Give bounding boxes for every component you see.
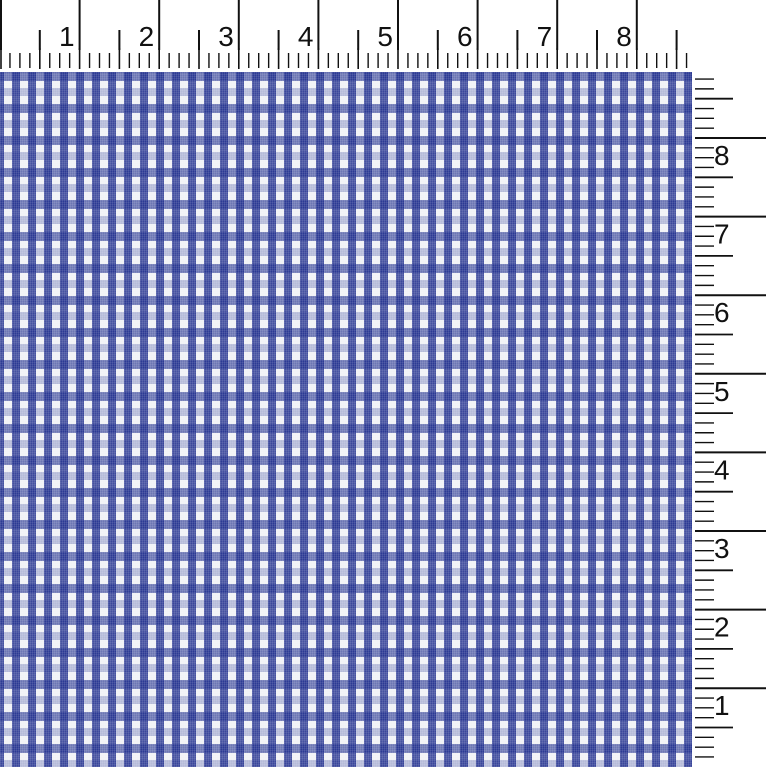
ruler-right: 8 7 6 5 4 3 2 1: [695, 78, 766, 758]
ruler-top-label: 1: [59, 21, 75, 52]
ruler-top-label: 4: [298, 21, 314, 52]
ruler-right-label: 2: [714, 612, 730, 643]
ruler-top-label: 5: [377, 21, 393, 52]
ruler-right-label: 5: [714, 376, 730, 407]
ruler-top-label: 3: [218, 21, 234, 52]
ruler-right-label: 6: [714, 297, 730, 328]
gingham-fabric-swatch: [0, 72, 692, 767]
ruler-right-label: 7: [714, 219, 730, 250]
ruler-right-label: 3: [714, 533, 730, 564]
ruler-top-label: 6: [457, 21, 473, 52]
ruler-right-label: 8: [714, 140, 730, 171]
ruler-top-label: 8: [616, 21, 632, 52]
ruler-right-label: 1: [714, 690, 730, 721]
ruler-top-label: 7: [537, 21, 553, 52]
ruler-right-label: 4: [714, 454, 730, 485]
ruler-top-label: 2: [139, 21, 155, 52]
ruler-top: 1 2 3 4 5 6 7 8: [0, 0, 688, 69]
